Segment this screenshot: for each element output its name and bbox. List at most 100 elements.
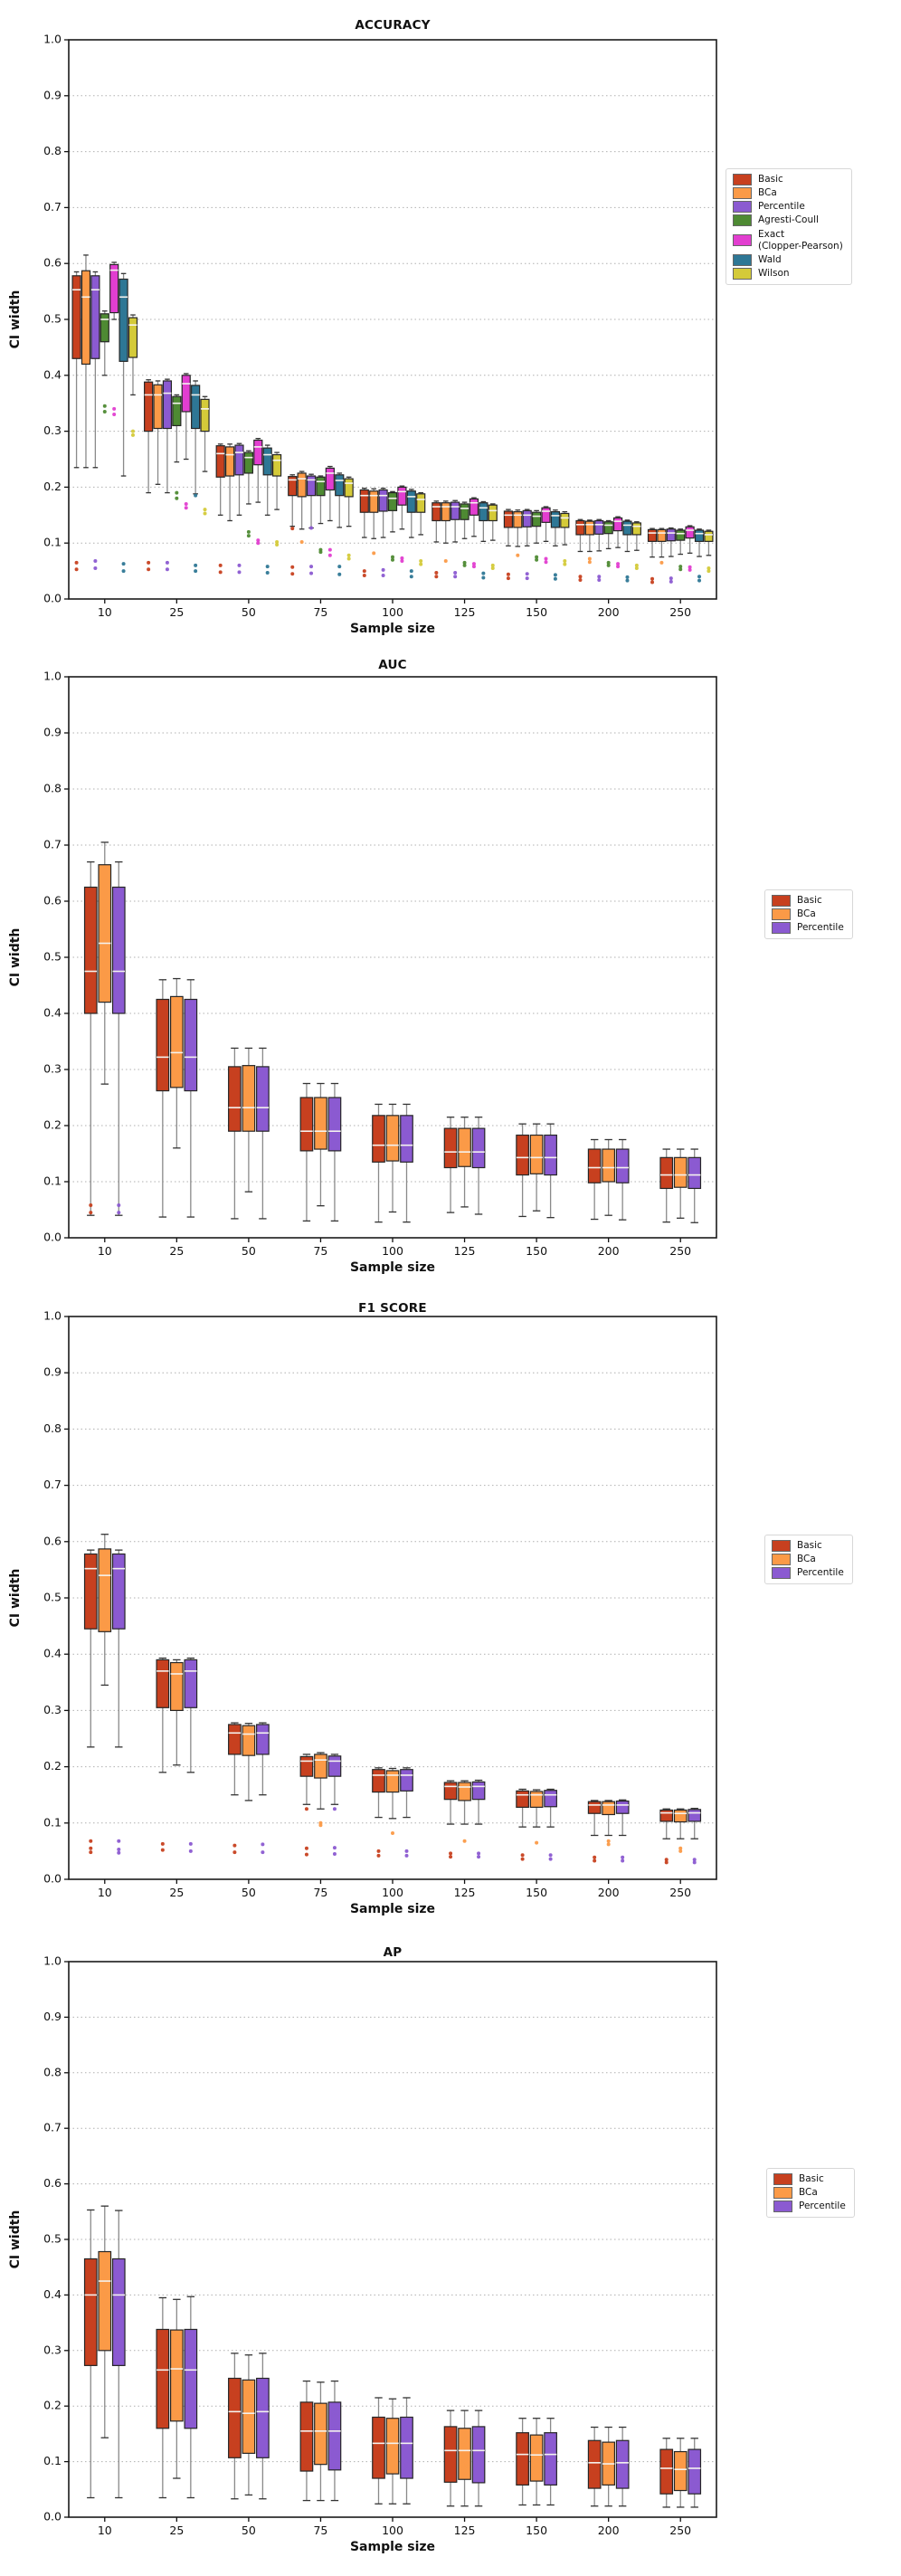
box — [443, 2426, 458, 2483]
box-bca-75 — [314, 2381, 327, 2502]
outlier-dot — [290, 565, 295, 569]
box — [169, 995, 184, 1088]
legend-item-percentile: Percentile — [733, 201, 843, 214]
box-percentile-125 — [471, 1117, 486, 1215]
legend-swatch-bca — [733, 187, 752, 200]
outlier-dot — [309, 565, 314, 569]
box-basic-10 — [83, 860, 98, 1216]
box — [503, 510, 514, 528]
y-tick-label: 0.1 — [43, 1174, 62, 1188]
box-basic-200 — [575, 518, 585, 582]
outlier-dot — [256, 538, 261, 543]
box-bca-100 — [369, 488, 379, 556]
box — [128, 317, 138, 358]
f1-boxplot-canvas: 0.0 0.1 0.2 0.3 0.4 0.5 0.6 0.7 0.8 0.9 1.0 10 25 50 7… — [43, 1309, 717, 1899]
outlier-dot — [453, 570, 458, 575]
series-basic — [83, 2209, 674, 2508]
x-tick-label: 10 — [98, 1886, 112, 1899]
legend-label: Percentile — [758, 201, 805, 213]
box — [83, 1553, 98, 1630]
box — [111, 2258, 126, 2366]
outlier-dot — [688, 565, 692, 569]
outlier-dot — [391, 1830, 394, 1835]
plot-border — [68, 1316, 717, 1880]
box-wilson-25 — [200, 395, 210, 516]
outlier-dot — [664, 1860, 669, 1865]
x-tick-label: 100 — [382, 2524, 403, 2537]
box-bca-250 — [673, 1148, 688, 1219]
box — [443, 1782, 458, 1801]
outlier-dot — [203, 508, 207, 512]
box-wald-10 — [119, 272, 128, 574]
box — [397, 486, 407, 506]
outlier-dot — [520, 1857, 525, 1861]
outlier-dot — [678, 565, 683, 569]
y-tick-label: 0.9 — [43, 726, 62, 739]
outlier-dot — [102, 404, 107, 408]
box — [184, 1659, 198, 1708]
box-basic-75 — [288, 474, 298, 576]
box-percentile-200 — [615, 2426, 630, 2507]
outlier-dot — [563, 558, 567, 563]
box — [119, 278, 128, 362]
box-wilson-200 — [631, 521, 641, 571]
box-percentile-250 — [688, 1807, 702, 1865]
outlier-dot — [544, 560, 548, 565]
box-bca-200 — [602, 1800, 616, 1847]
box — [603, 521, 613, 535]
box-basic-200 — [587, 2426, 602, 2507]
box — [327, 1097, 342, 1152]
box — [659, 1156, 674, 1190]
box — [400, 1115, 413, 1163]
box — [325, 467, 335, 491]
box-basic-50 — [228, 2353, 242, 2500]
outlier-dot — [130, 433, 135, 437]
box — [688, 1809, 702, 1822]
outlier-dot — [490, 566, 495, 571]
box-basic-250 — [659, 1808, 674, 1865]
x-tick-label: 200 — [598, 1244, 620, 1258]
x-axis-label: Sample size — [349, 1902, 436, 1916]
box-bca-125 — [441, 500, 450, 563]
outlier-dot — [121, 569, 126, 574]
y-tick-label: 0.8 — [43, 1421, 62, 1435]
box — [516, 2432, 529, 2486]
box-percentile-25 — [184, 1657, 198, 1853]
x-tick-label: 125 — [454, 605, 476, 619]
outlier-dot — [381, 574, 385, 578]
outlier-dot — [376, 1849, 381, 1853]
chart-accuracy: ACCURACY CI width 0.0 0.1 0.2 0.3 0.4 0.5 0.6 0… — [0, 0, 901, 644]
box-percentile-50 — [256, 1722, 270, 1855]
box-wald-75 — [335, 472, 345, 576]
plot-border — [68, 676, 717, 1239]
box — [673, 2450, 688, 2492]
box-bca-150 — [529, 1123, 544, 1212]
outlier-dot — [606, 1842, 611, 1847]
box — [432, 502, 441, 522]
box-bca-250 — [673, 1808, 688, 1853]
outlier-dot — [232, 1850, 237, 1855]
box-bca-250 — [657, 528, 667, 565]
box-wald-25 — [191, 380, 201, 574]
x-axis-label: Sample size — [349, 2540, 436, 2554]
box — [458, 2428, 471, 2480]
outlier-dot — [327, 547, 332, 552]
box-basic-200 — [587, 1800, 602, 1863]
box — [516, 1134, 529, 1176]
box-basic-25 — [144, 379, 154, 572]
box — [541, 507, 551, 523]
box-bca-50 — [242, 1047, 256, 1193]
legend-swatch-bca — [772, 1554, 791, 1566]
x-tick-label: 150 — [526, 1244, 547, 1258]
outlier-dot — [265, 565, 270, 569]
box — [156, 998, 170, 1092]
box — [544, 1790, 557, 1808]
box-basic-100 — [372, 1103, 385, 1223]
outlier-dot — [678, 567, 683, 572]
outlier-dot — [490, 563, 495, 567]
outlier-dot — [597, 575, 602, 579]
outlier-dot — [337, 565, 342, 569]
legend-swatch-wilson — [733, 267, 752, 280]
box-agresti-coull-250 — [676, 528, 686, 572]
box-percentile-10 — [111, 2210, 126, 2499]
